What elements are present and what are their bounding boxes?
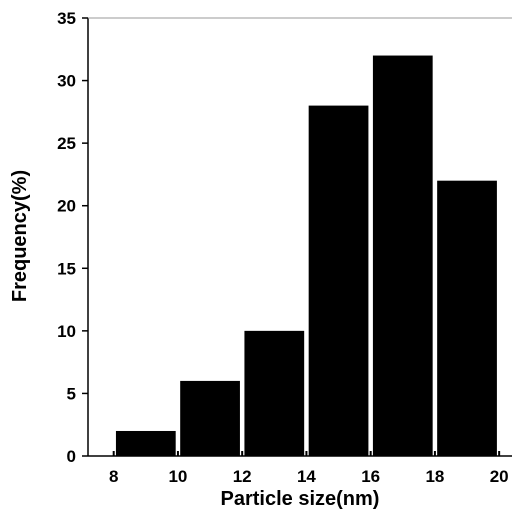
x-tick-label: 16: [361, 467, 380, 486]
x-axis-ticks: 8 10 12 14 16 18 20: [109, 451, 509, 486]
y-tick-label: 20: [57, 197, 76, 216]
x-tick-label: 14: [297, 467, 316, 486]
y-axis-ticks: 0 5 10 15 20 25 30 35: [57, 9, 88, 466]
x-axis-title: Particle size(nm): [221, 488, 380, 510]
y-tick-label: 25: [57, 134, 76, 153]
bar-10-12: [180, 380, 240, 456]
y-tick-label: 0: [67, 447, 76, 466]
x-tick-label: 10: [168, 467, 187, 486]
bar-12-14: [244, 330, 305, 456]
y-tick-label: 10: [57, 322, 76, 341]
x-tick-label: 20: [490, 467, 509, 486]
x-tick-label: 12: [233, 467, 252, 486]
x-tick-label: 8: [109, 467, 118, 486]
bar-8-10: [115, 430, 176, 456]
bar-series: [115, 55, 497, 457]
bar-16-18: [372, 55, 433, 457]
bar-18-20: [437, 180, 497, 456]
y-tick-label: 35: [57, 9, 76, 28]
bar-14-16: [308, 105, 369, 456]
y-tick-label: 15: [57, 259, 76, 278]
y-tick-label: 5: [67, 384, 76, 403]
x-tick-label: 18: [425, 467, 444, 486]
y-tick-label: 30: [57, 72, 76, 91]
y-axis-title: Frequency(%): [9, 170, 31, 302]
